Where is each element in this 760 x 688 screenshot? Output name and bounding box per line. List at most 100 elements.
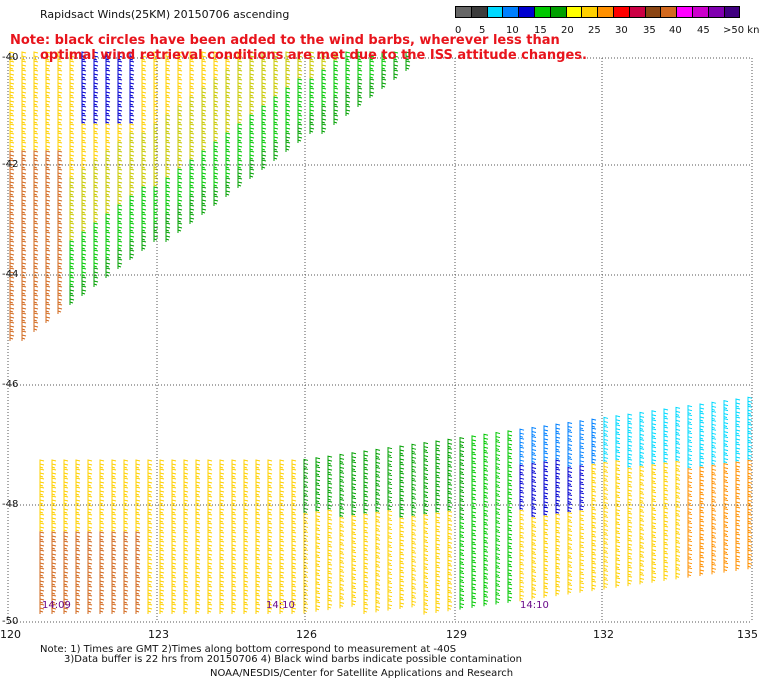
wind-barb xyxy=(567,439,573,451)
wind-barb xyxy=(249,51,255,62)
wind-barb xyxy=(675,523,681,535)
wind-barb xyxy=(459,571,465,583)
wind-barb xyxy=(219,495,225,506)
wind-barb xyxy=(327,581,333,593)
wind-barb xyxy=(579,492,585,503)
wind-barb xyxy=(51,540,57,551)
wind-barb xyxy=(153,141,159,152)
wind-barb xyxy=(231,540,237,551)
wind-barb xyxy=(291,495,297,506)
wind-barb xyxy=(345,51,351,62)
wind-barb xyxy=(567,556,573,568)
wind-barb xyxy=(627,530,633,542)
wind-barb xyxy=(267,468,273,479)
wind-barb xyxy=(423,522,429,534)
wind-barb xyxy=(543,452,549,463)
wind-barb xyxy=(63,549,69,560)
wind-barb xyxy=(447,546,453,558)
wind-barb xyxy=(627,512,633,524)
wind-barb xyxy=(87,495,93,506)
wind-barb xyxy=(591,490,597,502)
wind-barb xyxy=(249,114,255,125)
wind-barb xyxy=(141,213,147,224)
wind-barb xyxy=(261,105,267,116)
wind-barb xyxy=(285,51,291,62)
wind-barb xyxy=(327,509,333,521)
wind-barb xyxy=(87,549,93,560)
wind-barb xyxy=(141,114,147,125)
wind-barb xyxy=(237,51,243,62)
wind-barb xyxy=(33,195,39,206)
wind-barb xyxy=(147,477,153,488)
wind-barb xyxy=(45,69,51,80)
wind-barb xyxy=(567,529,573,541)
wind-barb xyxy=(201,168,207,179)
wind-barb xyxy=(57,231,63,242)
wind-barb xyxy=(183,504,189,515)
wind-barb xyxy=(219,531,225,542)
wind-barb xyxy=(723,480,729,492)
wind-barb xyxy=(93,249,99,260)
wind-barb xyxy=(603,425,609,437)
wind-barb xyxy=(237,123,243,134)
wind-barb xyxy=(51,549,57,560)
wind-barb xyxy=(51,486,57,497)
wind-barb xyxy=(375,511,381,523)
wind-barb xyxy=(471,597,477,608)
wind-barb xyxy=(471,444,477,455)
wind-barb xyxy=(639,420,645,432)
wind-barb xyxy=(591,571,597,583)
wind-barb xyxy=(183,531,189,542)
wind-barb xyxy=(291,594,297,605)
wind-barb xyxy=(57,132,63,143)
wind-barb xyxy=(165,213,171,224)
wind-barb xyxy=(171,459,177,470)
wind-barb xyxy=(459,445,465,457)
wind-barb xyxy=(345,78,351,89)
wind-barb xyxy=(147,531,153,542)
wind-barb xyxy=(687,423,693,434)
wind-barb xyxy=(81,249,87,260)
wind-barb xyxy=(735,407,741,418)
wind-barb xyxy=(105,105,111,116)
wind-barb xyxy=(699,412,705,423)
chart-title: Rapidsact Winds(25KM) 20150706 ascending xyxy=(40,8,290,21)
wind-barb xyxy=(171,540,177,551)
wind-barb xyxy=(255,576,261,587)
wind-barb xyxy=(207,585,213,596)
wind-barb xyxy=(171,504,177,515)
wind-barb xyxy=(699,403,705,414)
wind-barb xyxy=(651,410,657,421)
wind-barb xyxy=(687,495,693,506)
wind-barb xyxy=(159,531,165,542)
wind-barb xyxy=(747,522,753,534)
wind-barb xyxy=(459,463,465,475)
wind-barb xyxy=(33,132,39,143)
wind-barb xyxy=(381,78,387,89)
wind-barb xyxy=(135,531,141,542)
wind-barb xyxy=(171,468,177,479)
wind-barb xyxy=(9,330,15,341)
wind-barb xyxy=(399,445,405,456)
wind-barb xyxy=(141,87,147,98)
wind-barb xyxy=(147,549,153,560)
wind-barb xyxy=(363,585,369,597)
wind-barb xyxy=(699,538,705,549)
wind-barb xyxy=(273,78,279,89)
wind-barb xyxy=(153,231,159,242)
wind-barb xyxy=(45,78,51,89)
wind-barb xyxy=(267,549,273,560)
wind-barb xyxy=(243,531,249,542)
wind-barb xyxy=(249,132,255,143)
wind-barb xyxy=(9,132,15,143)
wind-barb xyxy=(273,114,279,125)
wind-barb xyxy=(447,438,453,450)
wind-barb xyxy=(459,436,465,448)
wind-barb xyxy=(603,461,609,473)
wind-barb xyxy=(21,123,27,134)
wind-barb xyxy=(615,532,621,543)
wind-barb xyxy=(123,495,129,506)
wind-barb xyxy=(333,96,339,107)
wind-barb xyxy=(105,150,111,161)
wind-barb xyxy=(435,539,441,550)
